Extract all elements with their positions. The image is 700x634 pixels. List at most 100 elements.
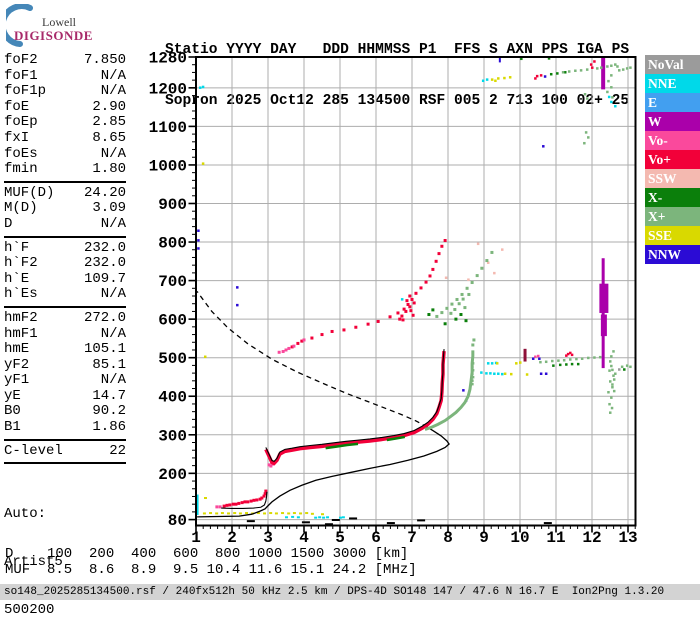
param-row-h`Es: h`Es N/A (4, 287, 126, 303)
param-value: 24.20 (83, 184, 126, 201)
logo-digisonde: DIGISONDE (14, 28, 93, 43)
param-row-yF1: yF1 N/A (4, 373, 126, 389)
param-value: N/A (100, 286, 126, 303)
param-value: 8.65 (92, 129, 126, 146)
legend-item-NNW: NNW (645, 245, 700, 264)
plot-border (195, 56, 637, 527)
legend-item-W: W (645, 112, 700, 131)
ionogram-plot: 1 2 3 4 5 6 7 8 9 10 11 12 1312801200110010009008007… (149, 50, 638, 548)
panel-separator (4, 305, 126, 308)
muf-row: MUF 8.5 8.6 8.9 9.5 10.4 11.6 15.1 24.2 … (5, 562, 417, 578)
x-tick-label: 1 (191, 529, 201, 547)
x-tick-label: 11 (546, 529, 565, 547)
trace-secondhop-O (290, 238, 447, 349)
legend-item-SSW: SSW (645, 169, 700, 188)
param-value: N/A (100, 83, 126, 100)
artist-version: Artist5 (4, 554, 63, 570)
x-tick-label: 6 (371, 529, 381, 547)
axis-ticks: 1 2 3 4 5 6 7 8 9 10 11 12 1312801200110010009008007… (149, 50, 638, 548)
trace-F-echo-X (424, 350, 475, 431)
legend-item-X-: X- (645, 188, 700, 207)
param-label: foEs (4, 145, 38, 162)
logo-lowell: Lowell (42, 15, 76, 29)
parameter-panel: foF2 7.850 foF1 N/A foF1p N/A foE 2.90 foEp 2.85 f… (4, 52, 126, 467)
trace-secondhop-pink (277, 338, 306, 354)
y-tick-label: 300 (158, 427, 187, 445)
param-row-foEs: foEs N/A (4, 145, 126, 163)
scatter-echoes (197, 57, 632, 526)
param-value: 109.7 (83, 270, 126, 287)
param-value: 232.0 (83, 239, 126, 256)
param-row-hmF2: hmF2 272.0 (4, 309, 126, 327)
param-row-C-level: C-level 22 (4, 442, 126, 460)
legend-item-NoVal: NoVal (645, 55, 700, 74)
param-label: B1 (4, 419, 21, 436)
param-value: 272.0 (83, 309, 126, 326)
param-value: N/A (100, 215, 126, 232)
x-tick-label: 9 (479, 529, 489, 547)
param-value: N/A (100, 67, 126, 84)
x-tick-label: 8 (443, 529, 453, 547)
trace-F-O-darkgreen-2 (386, 435, 406, 442)
y-tick-label: 1280 (149, 50, 187, 68)
param-label: h`F (4, 239, 30, 256)
trace-secondhop-X (435, 250, 494, 318)
y-tick-label: 800 (158, 235, 187, 253)
vertical-bars (195, 57, 609, 515)
y-tick-label: 200 (158, 466, 187, 484)
trace-F-X-top-dots (471, 338, 476, 347)
param-row-D: D N/A (4, 215, 126, 233)
param-row-hmE: hmE 105.1 (4, 341, 126, 358)
param-label: hmF2 (4, 309, 38, 326)
trace-F-echo-O (264, 349, 446, 466)
param-label: MUF(D) (4, 184, 55, 201)
param-row-yF2: yF2 85.1 (4, 357, 126, 374)
x-tick-label: 3 (263, 529, 273, 547)
param-row-fxI: fxI 8.65 (4, 129, 126, 147)
param-value: N/A (100, 325, 126, 342)
param-row-h`F2: h`F2 232.0 (4, 256, 126, 272)
y-tick-label: 600 (158, 312, 187, 330)
param-row-foF1p: foF1p N/A (4, 84, 126, 100)
param-row-foF1: foF1 N/A (4, 67, 126, 85)
trace-E-echo-O (222, 489, 268, 508)
y-tick-label: 700 (158, 273, 187, 291)
param-value: 3.09 (92, 200, 126, 217)
legend-item-X+: X+ (645, 207, 700, 226)
auto-label: Auto: (4, 506, 47, 522)
param-label: B0 (4, 403, 21, 420)
param-row-MUF(D): MUF(D) 24.20 (4, 184, 126, 202)
param-row-foE: foE 2.90 (4, 99, 126, 116)
param-label: C-level (4, 442, 63, 459)
x-tick-label: 4 (299, 529, 309, 547)
param-label: hmE (4, 341, 30, 358)
y-tick-label: 1200 (149, 80, 187, 98)
param-row-B1: B1 1.86 (4, 419, 126, 436)
param-label: h`Es (4, 286, 38, 303)
param-value: 1.80 (92, 161, 126, 178)
param-value: 7.850 (83, 52, 126, 68)
trace-F-O-darkgreen-1 (325, 442, 359, 450)
param-label: foEp (4, 114, 38, 131)
trace-secondhop-Xminus (427, 308, 468, 326)
panel-separator (4, 462, 126, 465)
param-value: N/A (100, 372, 126, 389)
artist-code: 500200 (4, 602, 55, 618)
param-label: fmin (4, 161, 38, 178)
trace-profile-topside-model (196, 291, 428, 428)
param-label: foF2 (4, 52, 38, 68)
param-label: foF1p (4, 83, 47, 100)
param-row-fmin: fmin 1.80 (4, 162, 126, 178)
y-tick-label: 500 (158, 350, 187, 368)
station-header: Statio YYYY DAY DDD HHMMSS P1 FFS S AXN … (165, 8, 629, 127)
x-tick-label: 13 (618, 529, 637, 547)
trace-profile-bottomside (197, 426, 450, 518)
grid (196, 57, 636, 526)
header-values-line: Sopron 2025 Oct12 285 134500 RSF 005 2 7… (165, 93, 630, 109)
param-value: 232.0 (83, 255, 126, 272)
y-tick-label: 80 (168, 512, 187, 530)
x-tick-label: 2 (227, 529, 237, 547)
y-tick-label: 1100 (149, 119, 187, 137)
param-row-B0: B0 90.2 (4, 404, 126, 420)
param-value: 14.7 (92, 387, 126, 404)
